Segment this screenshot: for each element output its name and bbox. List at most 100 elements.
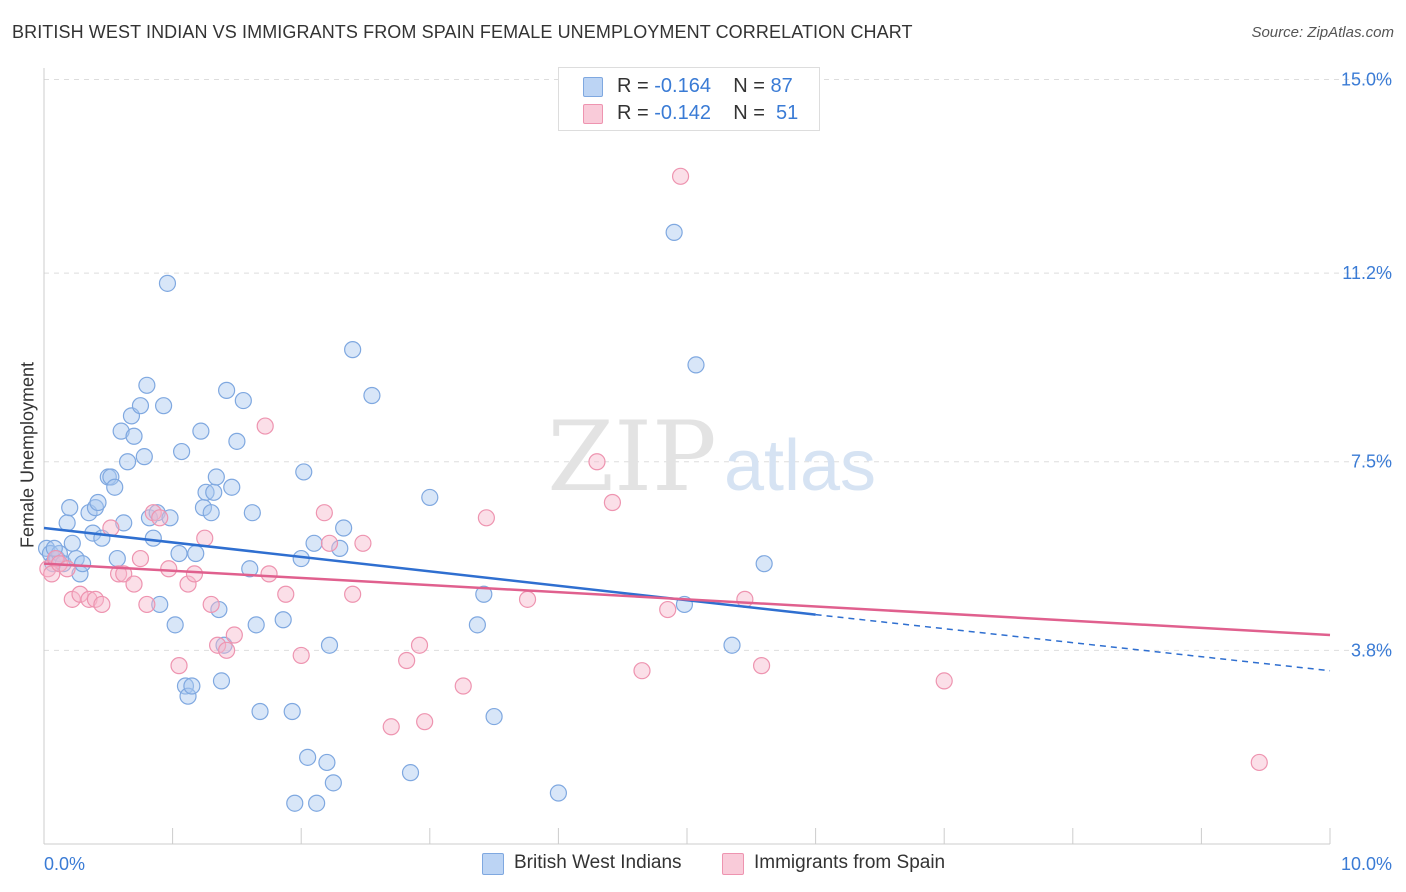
pink-point-15 [138,595,156,614]
blue-point-85 [755,555,773,573]
pink-point-45 [659,600,677,619]
pink-point-46 [671,167,690,185]
blue-point-54 [228,432,246,450]
grid-lines [44,78,1392,651]
pink-point-37 [410,636,429,654]
trend-lines [43,526,1331,672]
pink-point-20 [179,575,197,593]
y-tick-label-0: 3.8% [1351,640,1392,660]
series-immigrants-from-spain [39,167,1268,772]
pink-point-31 [315,504,333,522]
blue-point-53 [223,478,241,496]
pink-point-9 [93,595,111,614]
blue-point-75 [401,764,420,782]
blue-point-26 [131,397,150,415]
pink-point-49 [935,672,953,690]
blue-point-25 [125,427,143,445]
blue-point-48 [207,468,225,486]
blue-point-68 [318,753,336,772]
blue-point-61 [283,702,301,721]
pink-point-17 [151,509,169,527]
blue-point-21 [112,422,130,440]
pink-point-24 [209,636,227,654]
pink-point-18 [160,560,178,578]
x-tick-label-min: 0.0% [44,854,85,874]
pink-point-7 [80,590,98,608]
blue-point-50 [212,672,231,690]
pink-point-26 [225,626,243,644]
pink-point-29 [277,585,295,603]
blue-point-52 [218,381,236,399]
pink-point-38 [416,713,434,731]
tick-labels: 3.8% 7.5% 11.2% 15.0% 0.0% 10.0% [44,69,1392,874]
blue-point-43 [192,422,210,440]
chart-title: BRITISH WEST INDIAN VS IMMIGRANTS FROM S… [12,22,913,42]
pink-point-44 [633,662,651,680]
pink-point-19 [170,657,188,675]
blue-point-34 [158,274,177,292]
blue-point-39 [176,677,195,695]
pink-point-39 [454,677,472,695]
blue-point-15 [89,493,107,512]
blue-point-64 [295,463,313,481]
y-tick-label-1: 7.5% [1351,452,1392,472]
blue-point-81 [665,223,683,241]
pink-point-14 [131,549,150,568]
blue-point-71 [331,539,349,557]
blue-point-36 [166,616,184,634]
pink-point-40 [477,509,495,527]
legend-text-blue: R = -0.164 N = 87 [617,75,793,97]
blue-point-78 [475,585,493,603]
blue-point-47 [205,483,223,501]
blue-point-28 [138,376,156,394]
blue-point-60 [274,611,292,629]
blue-point-23 [118,453,137,471]
blue-point-66 [305,534,323,552]
series-british-west-indians [37,223,773,812]
pink-point-27 [256,417,274,435]
pink-point-48 [752,657,771,675]
axes [43,68,1331,845]
blue-point-69 [320,636,339,654]
blue-point-72 [335,519,353,537]
pink-point-12 [115,565,133,583]
blue-point-46 [202,504,220,522]
bottom-legend-label-blue: British West Indians [514,852,682,873]
y-tick-label-3: 15.0% [1341,69,1392,89]
blue-point-22 [115,514,133,532]
pink-point-4 [58,560,76,578]
source-label: Source: ZipAtlas.com [1251,24,1394,41]
blue-point-79 [485,707,503,726]
pink-point-34 [354,534,372,552]
blue-point-57 [243,504,261,522]
blue-point-37 [170,544,188,563]
blue-point-8 [63,534,81,552]
blue-point-84 [723,636,741,654]
pink-point-50 [1250,753,1268,772]
y-tick-label-2: 11.2% [1342,263,1392,283]
pink-point-22 [196,529,214,547]
blue-point-19 [106,478,124,496]
blue-point-27 [135,448,153,466]
pink-point-36 [398,651,416,670]
pink-point-30 [292,646,310,665]
blue-point-11 [73,555,92,573]
blue-point-83 [687,356,705,374]
pink-point-32 [320,534,339,552]
blue-point-20 [108,549,126,568]
bottom-legend-swatch-blue [482,853,504,875]
correlation-legend: R = -0.164 N = 87 R = -0.142 N = 51 [558,67,820,131]
blue-point-58 [247,616,265,634]
blue-point-56 [241,560,259,578]
blue-point-42 [187,544,205,563]
blue-point-67 [308,794,326,812]
blue-point-7 [61,499,79,517]
blue-point-80 [549,784,568,802]
pink-point-28 [260,565,278,583]
blue-point-74 [363,386,381,405]
blue-point-73 [344,341,362,359]
blue-point-38 [173,442,191,461]
pink-point-21 [185,565,204,583]
pink-point-10 [102,519,120,537]
watermark-atlas: atlas [724,426,876,506]
